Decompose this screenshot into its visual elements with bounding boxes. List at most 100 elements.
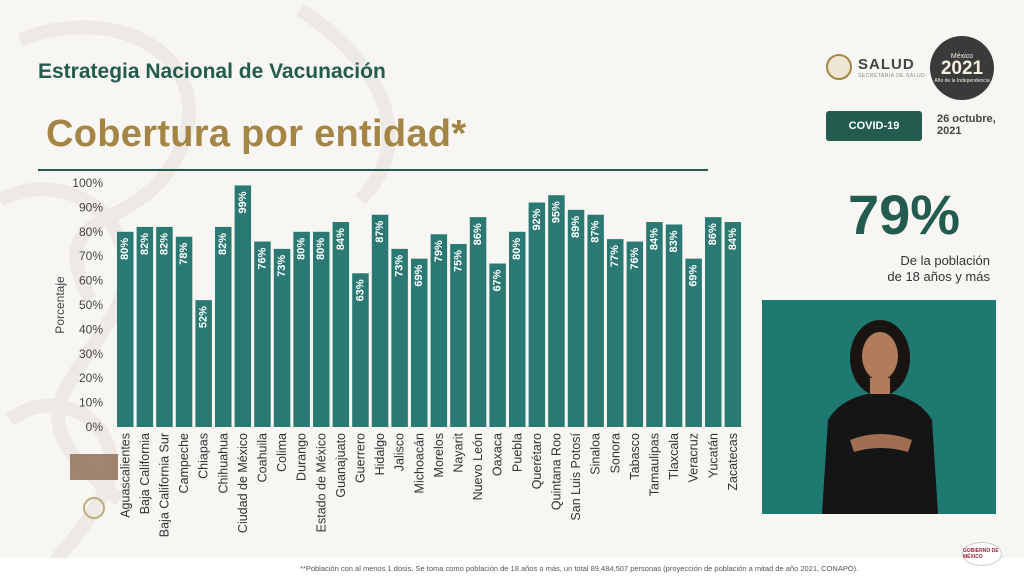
sign-language-interpreter-video (762, 300, 996, 514)
bar-value-label: 99% (237, 191, 249, 213)
bar (273, 248, 291, 427)
x-category-label: Baja California (138, 433, 152, 514)
bar-value-label: 92% (531, 208, 543, 230)
bar (234, 185, 252, 427)
x-category-label: Nuevo León (471, 433, 485, 500)
x-category-label: Ciudad de México (236, 433, 250, 533)
bar (489, 263, 506, 427)
bar (175, 236, 193, 427)
x-category-label: San Luis Potosí (569, 432, 583, 520)
x-category-label: Tamaulipas (647, 433, 661, 496)
x-category-label: Puebla (510, 433, 524, 472)
y-tick-label: 100% (72, 176, 103, 190)
bar-value-label: 80% (511, 238, 523, 260)
interpreter-figure (822, 320, 938, 514)
x-category-label: Aguascalientes (118, 433, 132, 518)
x-category-label: Querétaro (530, 433, 544, 489)
x-category-label: Oaxaca (491, 433, 505, 476)
bar (293, 231, 310, 427)
y-tick-label: 10% (79, 396, 103, 410)
page-title: Cobertura por entidad* (46, 113, 467, 155)
x-category-label: Guerrero (353, 433, 367, 483)
report-date-line2: 2021 (937, 125, 962, 137)
year-logo-year: 2021 (940, 57, 984, 79)
bar (430, 234, 448, 427)
x-category-label: Sinaloa (589, 433, 603, 475)
x-category-label: Chihuahua (216, 433, 230, 494)
x-category-label: Morelos (432, 433, 446, 477)
bar (587, 214, 604, 427)
x-category-label: Michoacán (412, 433, 426, 493)
bar-value-label: 86% (707, 223, 719, 245)
bar (528, 202, 546, 427)
footnote: **Población con al menos 1 dosis. Se tom… (0, 558, 1024, 579)
x-category-label: Veracruz (687, 433, 701, 482)
bar-value-label: 82% (139, 233, 151, 255)
bar-value-label: 84% (727, 228, 739, 250)
bar-value-label: 67% (492, 269, 504, 291)
y-tick-label: 60% (79, 274, 103, 288)
bar-value-label: 84% (648, 228, 660, 250)
y-tick-label: 30% (79, 347, 103, 361)
coverage-bar-chart: Porcentaje 0% 10% 20% 30% 40% 50% 60% 70% 80% 90% 1… (53, 176, 742, 537)
bar-value-label: 63% (354, 279, 366, 301)
y-tick-label: 80% (79, 225, 103, 239)
national-coverage-percent: 79% (848, 183, 961, 246)
x-category-label: Jalisco (393, 433, 407, 471)
bar-value-label: 69% (688, 264, 700, 286)
year-logo-bottom: Año de la Independencia (934, 77, 990, 84)
x-category-label: Durango (295, 433, 309, 481)
bar-value-label: 78% (178, 242, 190, 264)
bar-value-label: 73% (394, 255, 406, 277)
bar (215, 226, 232, 427)
salud-logo-subtext: SECRETARÍA DE SALUD (858, 72, 926, 79)
bar (195, 300, 212, 427)
salud-logo-text: SALUD (858, 55, 915, 73)
x-category-label: Hidalgo (373, 433, 387, 475)
x-category-label: Campeche (177, 433, 191, 493)
bar-value-label: 76% (629, 247, 641, 269)
bar-value-label: 82% (217, 233, 229, 255)
bar-value-label: 87% (374, 221, 386, 243)
bar-value-label: 80% (315, 238, 327, 260)
page-header-title: Estrategia Nacional de Vacunación (38, 60, 386, 83)
x-category-label: Guanajuato (334, 433, 348, 498)
x-category-label: Nayarit (451, 432, 465, 472)
bar-value-label: 76% (256, 247, 268, 269)
bar (567, 209, 585, 427)
bar-value-label: 82% (158, 233, 170, 255)
bar-value-label: 83% (668, 230, 680, 252)
bar (156, 226, 173, 427)
report-date: 26 octubre, 2021 (937, 113, 996, 137)
bar (705, 217, 722, 427)
bar (548, 195, 565, 427)
bar (313, 231, 330, 427)
y-axis-label: Porcentaje (53, 276, 67, 334)
x-category-label: Chiapas (197, 433, 211, 479)
national-coverage-description: De la población de 18 años y más (850, 253, 990, 285)
salud-seal-icon (826, 54, 852, 80)
bar-value-label: 86% (472, 223, 484, 245)
bar-value-label: 80% (119, 238, 131, 260)
bar (332, 222, 350, 427)
bar (450, 244, 467, 427)
bar (391, 248, 408, 427)
year-logo-top: México (950, 52, 974, 60)
x-category-label: Tabasco (628, 433, 642, 480)
year-2021-logo: México 2021 Año de la Independencia (930, 36, 994, 100)
gobierno-mexico-logo: GOBIERNO DE MÉXICO (962, 542, 1002, 566)
bar-value-label: 69% (413, 264, 425, 286)
bar (685, 258, 702, 427)
bar-value-label: 80% (296, 238, 308, 260)
covid-badge: COVID-19 (826, 111, 922, 141)
coverage-desc-line2: de 18 años y más (887, 269, 990, 284)
x-category-label: Baja California Sur (157, 433, 171, 537)
x-category-label: Zacatecas (726, 433, 740, 491)
bar (411, 258, 428, 427)
x-category-label: Colima (275, 433, 289, 472)
bar (665, 224, 683, 427)
bar (117, 231, 134, 427)
independence-heroes-logo (70, 454, 118, 519)
y-tick-label: 0% (86, 420, 104, 434)
bar (254, 241, 271, 427)
